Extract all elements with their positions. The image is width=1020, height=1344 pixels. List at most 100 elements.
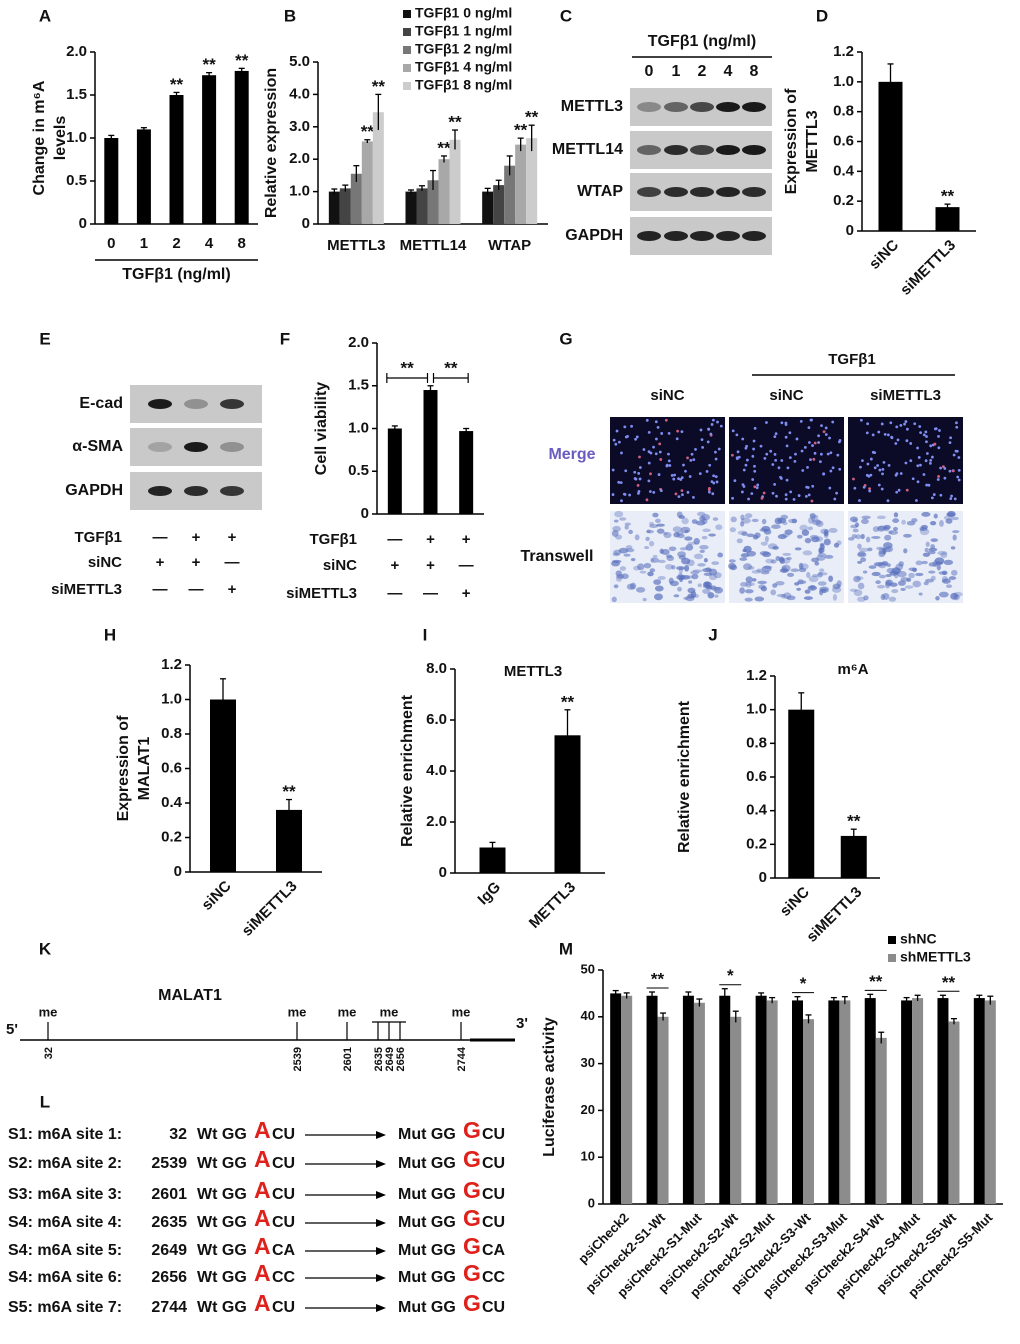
- blot-band: [664, 102, 688, 112]
- cell-stain: [798, 567, 807, 573]
- cell-dot: [878, 468, 882, 472]
- significance: **: [170, 75, 184, 94]
- mut-prefix: Mut GG: [398, 1155, 456, 1172]
- site-position: 2635: [151, 1214, 187, 1231]
- bar: [482, 191, 494, 224]
- cell-stain: [915, 560, 923, 566]
- cell-stain: [849, 516, 858, 523]
- panel-letter: H: [104, 625, 116, 644]
- cell-stain: [744, 513, 753, 519]
- cell-stain: [796, 587, 801, 591]
- y-tick-label: 30: [581, 1055, 595, 1070]
- cell-stain: [871, 571, 881, 577]
- cell-stain: [817, 581, 827, 586]
- cell-dot: [835, 491, 839, 495]
- panel-letter: I: [423, 625, 428, 644]
- x-tick-label: siNC: [866, 237, 902, 273]
- cell-stain: [794, 547, 802, 551]
- legend-label: TGFβ1 1 ng/ml: [415, 23, 512, 39]
- cell-stain: [751, 518, 759, 523]
- x-tick-label: 8: [238, 235, 246, 252]
- cell-dot: [925, 440, 928, 444]
- cell-stain: [653, 579, 662, 585]
- cell-dot: [686, 490, 690, 494]
- cell-stain: [761, 565, 772, 572]
- site-label: S1: m6A site 1:: [8, 1126, 122, 1143]
- cell-stain: [691, 573, 699, 580]
- legend-label: TGFβ1 8 ng/ml: [415, 77, 512, 93]
- cell-stain: [652, 512, 659, 518]
- bar: [878, 81, 903, 231]
- cell-dot: [836, 453, 840, 457]
- fluorescence-image: [848, 417, 963, 504]
- cell-stain: [801, 529, 810, 536]
- cell-stain: [681, 517, 689, 525]
- blot-band: [664, 145, 688, 155]
- y-tick-label: 0.2: [833, 192, 854, 209]
- cell-stain: [630, 582, 637, 590]
- lane-label: 0: [645, 63, 654, 80]
- cell-dot: [829, 451, 833, 455]
- five-prime: 5': [6, 1021, 18, 1038]
- panel-letter: E: [39, 329, 50, 348]
- cell-dot: [624, 469, 628, 473]
- bar: [875, 1037, 887, 1204]
- cell-dot: [800, 449, 804, 453]
- wt-base: A: [254, 1117, 271, 1143]
- site-label: S4: m6A site 6:: [8, 1269, 122, 1286]
- cell-stain: [882, 592, 890, 600]
- wt-prefix: Wt GG: [197, 1299, 247, 1316]
- cell-stain: [642, 597, 647, 602]
- cell-stain: [770, 559, 777, 564]
- cell-dot: [785, 478, 789, 482]
- cell-stain: [761, 518, 767, 525]
- cell-dot: [688, 475, 692, 478]
- mut-base: G: [463, 1117, 481, 1143]
- site-position: 2649: [384, 1047, 396, 1071]
- bar: [828, 1000, 840, 1204]
- cell-stain: [613, 519, 619, 523]
- significance: **: [437, 138, 451, 157]
- blot-row-label: α-SMA: [72, 438, 123, 455]
- cell-dot: [955, 425, 959, 429]
- bar: [459, 431, 474, 514]
- y-tick-label: 1.2: [161, 656, 182, 673]
- cell-dot: [922, 433, 926, 437]
- cell-dot: [670, 474, 674, 477]
- cell-stain: [930, 544, 936, 550]
- cell-stain: [637, 563, 645, 571]
- cell-stain: [882, 547, 892, 552]
- cell-stain: [878, 547, 886, 555]
- blot-band: [184, 399, 208, 409]
- cell-dot: [811, 484, 815, 488]
- cell-stain: [779, 568, 789, 573]
- cell-dot: [829, 469, 833, 473]
- cell-stain: [634, 534, 640, 541]
- cell-stain: [950, 516, 959, 521]
- cell-dot: [684, 469, 687, 473]
- y-tick-label: 0: [846, 222, 854, 239]
- site-position: 32: [169, 1126, 187, 1143]
- cell-dot: [657, 473, 661, 476]
- cell-dot: [919, 431, 923, 435]
- condition-sign: —: [153, 581, 168, 598]
- cell-stain: [791, 518, 798, 524]
- cell-dot: [911, 477, 915, 481]
- cell-stain: [787, 572, 795, 577]
- cell-stain: [702, 588, 711, 594]
- cell-dot: [652, 491, 656, 494]
- cell-dot: [779, 475, 782, 479]
- x-tick-label: 4: [205, 235, 214, 252]
- cell-dot: [715, 480, 719, 484]
- cell-stain: [757, 580, 768, 585]
- x-tick-label: siNC: [198, 878, 234, 914]
- cell-stain: [679, 547, 688, 551]
- cell-dot: [750, 492, 754, 496]
- blot-band: [637, 187, 661, 197]
- bar: [610, 993, 622, 1204]
- blot-row-label: E-cad: [79, 395, 123, 412]
- arrow-head: [376, 1247, 386, 1255]
- cell-stain: [611, 529, 619, 537]
- cell-dot: [714, 457, 718, 461]
- wt-suffix: CU: [272, 1126, 295, 1143]
